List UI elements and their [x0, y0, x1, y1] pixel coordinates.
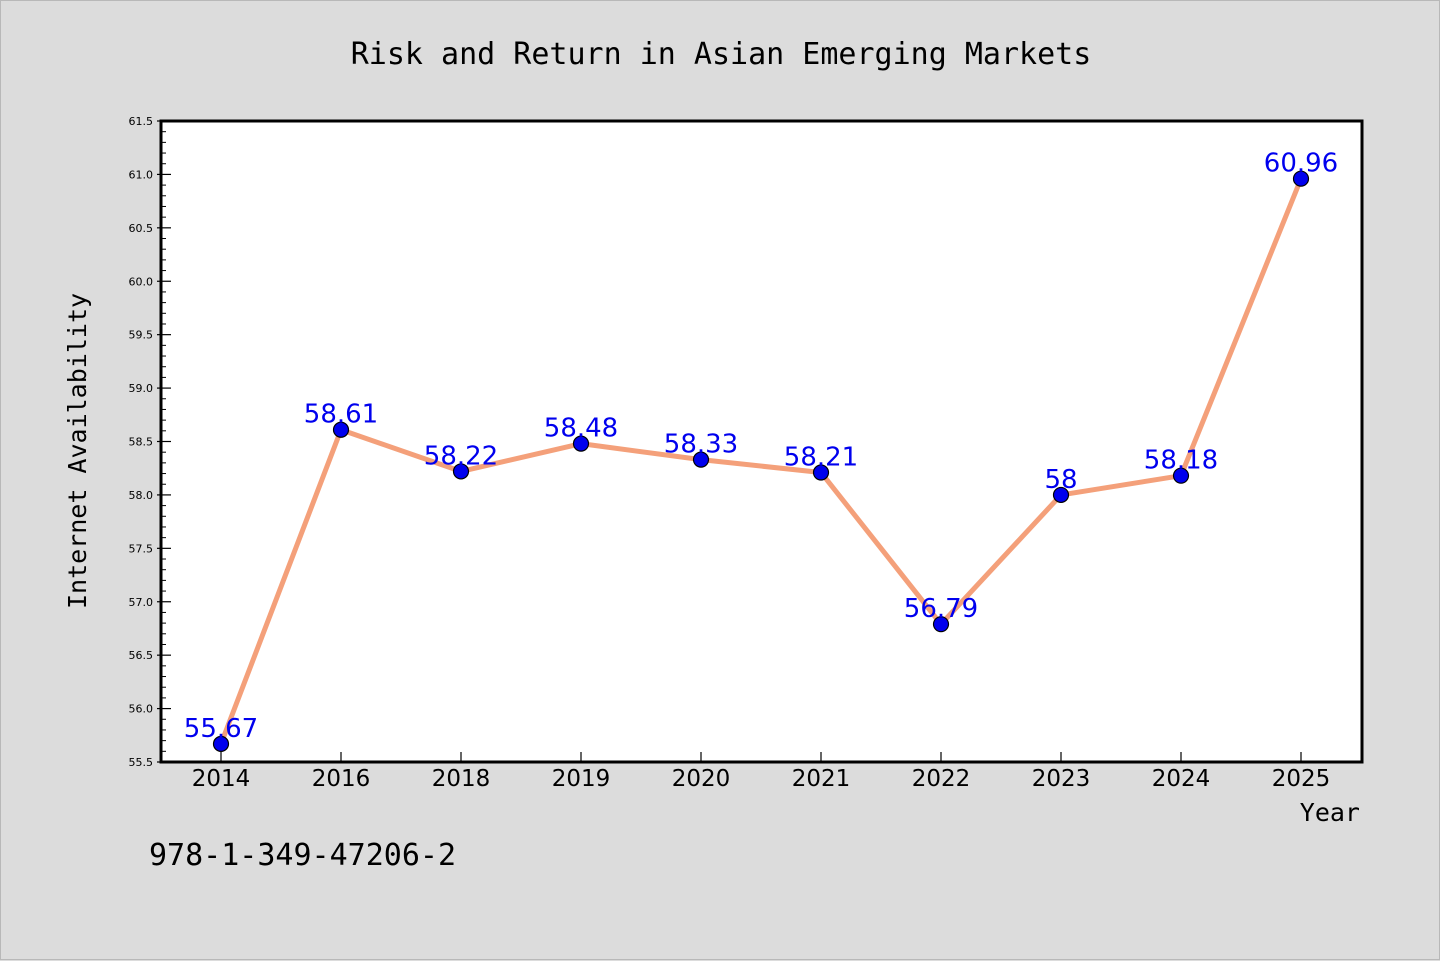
x-tick-label: 2021 [792, 766, 851, 792]
y-axis: 55.5 56.0 56.5 57.0 57.5 58.0 58.5 59.0 59.5 60.0… [129, 115, 171, 769]
x-tick-label: 2024 [1152, 766, 1211, 792]
data-label: 58.48 [544, 414, 618, 444]
x-tick-label: 2025 [1272, 766, 1331, 792]
data-point [1292, 170, 1310, 187]
y-tick-label: 58.0 [129, 489, 154, 502]
data-point [572, 435, 590, 452]
data-point [332, 421, 350, 438]
y-tick-label: 59.0 [129, 382, 154, 395]
x-tick-label: 2019 [552, 766, 611, 792]
x-tick-label: 2022 [912, 766, 971, 792]
y-tick-label: 59.5 [129, 329, 154, 342]
y-tick-label: 55.5 [129, 756, 154, 769]
plot-frame [159, 119, 1364, 764]
data-point [212, 735, 230, 752]
y-tick-label: 58.5 [129, 436, 154, 449]
data-label: 58.21 [784, 442, 858, 472]
x-axis-label: Year [1300, 798, 1360, 827]
y-tick-label: 57.0 [129, 596, 154, 609]
y-tick-label: 57.5 [129, 542, 154, 555]
data-point [692, 451, 710, 468]
data-point [812, 464, 830, 481]
data-label: 58.22 [424, 441, 498, 471]
series-line [218, 176, 1304, 747]
y-tick-label: 56.5 [129, 649, 154, 662]
x-axis: 2014 2016 2018 2019 2020 2021 2022 2023 2024 2025 [192, 752, 1331, 792]
x-tick-label: 2023 [1032, 766, 1091, 792]
isbn-annotation: 978-1-349-47206-2 [149, 838, 456, 873]
data-label: 58.61 [304, 400, 378, 430]
x-tick-label: 2020 [672, 766, 731, 792]
y-tick-label: 60.5 [129, 222, 154, 235]
data-label: 58.33 [664, 430, 738, 460]
y-tick-label: 61.5 [129, 115, 154, 128]
data-label: 58 [1044, 465, 1077, 495]
data-point [452, 463, 470, 480]
data-label: 56.79 [904, 594, 978, 624]
x-tick-label: 2014 [192, 766, 251, 792]
y-tick-label: 56.0 [129, 703, 154, 716]
data-point [1172, 467, 1190, 484]
data-point [1052, 486, 1070, 504]
x-tick-label: 2016 [312, 766, 371, 792]
series-layer: 55.67 58.61 58.22 58.48 58.33 58.21 56.79 58 58.… [184, 149, 1338, 752]
x-tick-label: 2018 [432, 766, 491, 792]
y-tick-label: 61.0 [129, 168, 154, 181]
y-axis-label: Internet Availability [63, 293, 92, 609]
data-label: 55.67 [184, 714, 258, 744]
data-label: 60.96 [1264, 149, 1338, 179]
plot-area [161, 121, 1362, 762]
data-point [932, 616, 950, 633]
data-label: 58.18 [1144, 446, 1218, 476]
y-tick-label: 60.0 [129, 275, 154, 288]
chart-title: Risk and Return in Asian Emerging Market… [351, 37, 1092, 72]
